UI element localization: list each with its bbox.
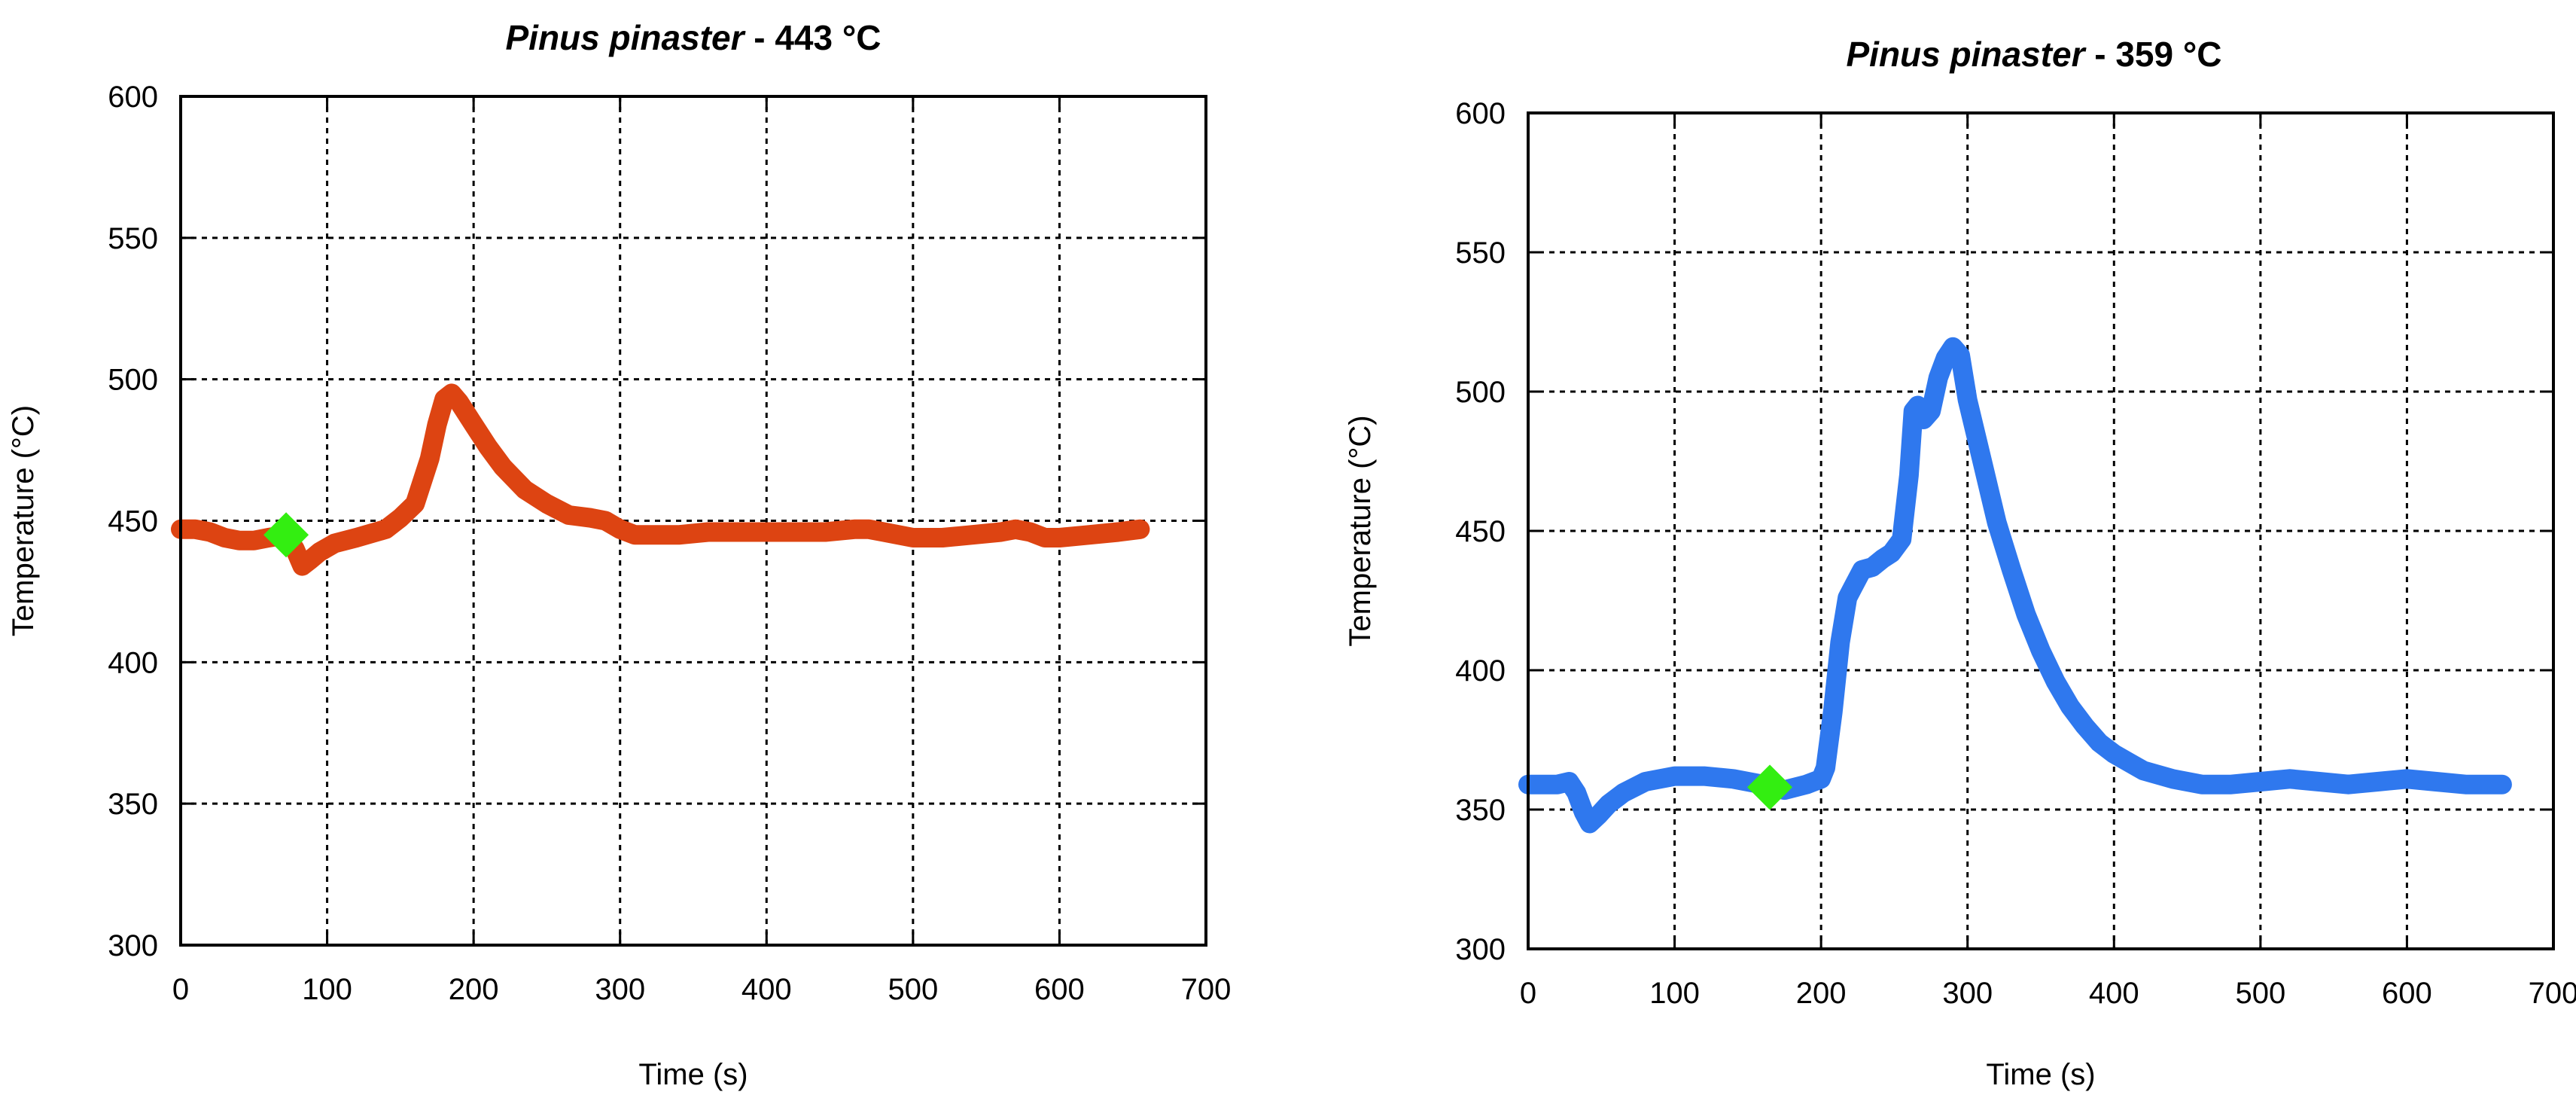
y-tick-label: 400 [1455,654,1506,688]
x-tick-label: 700 [1181,973,1232,1006]
x-tick-label: 200 [449,973,499,1006]
data-series-line [1518,337,2512,834]
x-tick-label: 200 [1796,977,1847,1010]
x-tick-label: 100 [1649,977,1700,1010]
y-tick-label: 450 [1455,515,1506,548]
y-tick-label: 450 [108,505,158,538]
x-tick-label: 700 [2529,977,2576,1010]
x-tick-label: 300 [1942,977,1993,1010]
y-tick-label: 600 [108,81,158,114]
x-tick-label: 100 [302,973,352,1006]
data-marker-diamond [1747,764,1793,810]
chart-title-species: Pinus pinaster [1847,35,2087,74]
y-axis-label: Temperature (°C) [7,405,40,636]
y-axis-label: Temperature (°C) [1344,415,1377,646]
chart-title-temperature: - 443 °C [744,18,881,57]
data-marker-diamond [263,512,309,558]
chart-left: 0 100 200 300 400 500 600 700 300 350 400 450 500 550… [7,18,1231,1091]
y-tick-label: 400 [108,646,158,679]
x-axis-label: Time (s) [1986,1058,2095,1091]
x-tick-label: 400 [2089,977,2139,1010]
y-tick-label: 350 [1455,794,1506,827]
x-tick-label: 0 [1520,977,1536,1010]
y-tick-label: 500 [108,364,158,397]
x-tick-label: 400 [741,973,792,1006]
y-tick-label: 300 [108,929,158,962]
plot-frame [1527,111,2555,950]
x-tick-label: 600 [2382,977,2432,1010]
x-tick-label: 500 [2235,977,2285,1010]
y-tick-label: 600 [1455,97,1506,130]
y-tick-label: 350 [108,788,158,821]
chart-right: 0 100 200 300 400 500 600 700 300 350 400 450 500 550… [1344,35,2576,1091]
data-series-line [171,383,1150,576]
chart-title: Pinus pinaster - 443 °C [506,18,882,57]
chart-title-temperature: - 359 °C [2084,35,2221,74]
x-tick-label: 500 [888,973,938,1006]
chart-title-species: Pinus pinaster [506,18,746,57]
y-tick-label: 550 [1455,236,1506,270]
x-tick-label: 300 [595,973,645,1006]
y-tick-label: 550 [108,222,158,255]
chart-title: Pinus pinaster - 359 °C [1847,35,2222,74]
x-tick-label: 0 [172,973,189,1006]
y-tick-label: 300 [1455,933,1506,966]
plot-frame [179,95,1207,947]
y-tick-label: 500 [1455,376,1506,409]
x-axis-label: Time (s) [638,1058,748,1091]
x-tick-label: 600 [1034,973,1085,1006]
